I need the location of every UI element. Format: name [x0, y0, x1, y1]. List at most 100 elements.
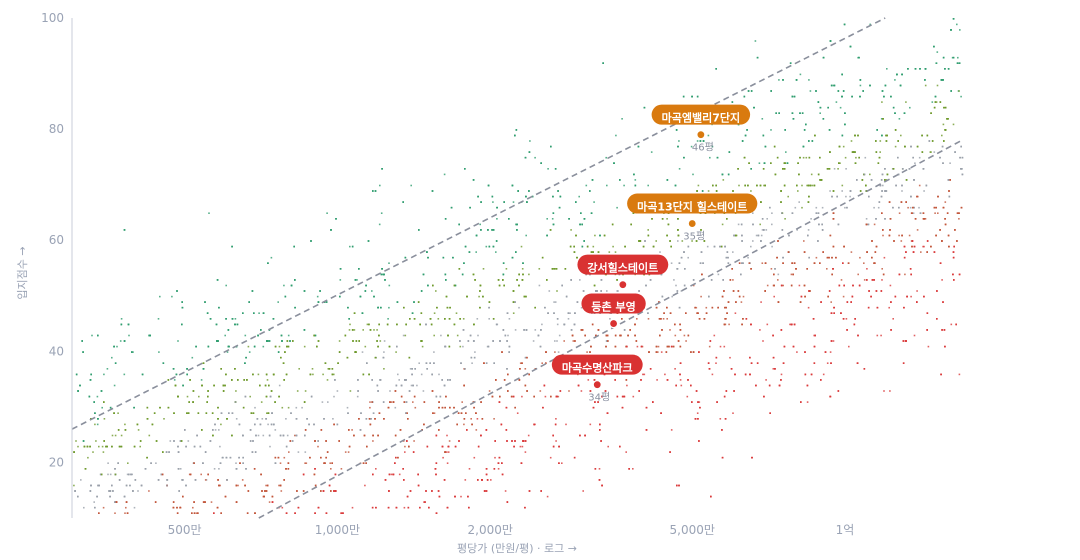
listing-dot [285, 418, 287, 420]
listing-dot [673, 279, 675, 281]
listing-dot [534, 329, 537, 331]
listing-dot [322, 373, 324, 376]
listing-dot [448, 318, 451, 320]
listing-dot [692, 173, 694, 176]
listing-dot [809, 90, 812, 92]
listing-dot [590, 251, 593, 253]
listing-dot [439, 395, 442, 398]
listing-dot [320, 429, 323, 431]
listing-dot [266, 379, 269, 381]
listing-dot [940, 373, 942, 376]
listing-dot [732, 251, 734, 253]
listing-dot [552, 195, 554, 198]
listing-dot [488, 306, 490, 309]
listing-dot [111, 356, 113, 359]
listing-dot [769, 206, 771, 209]
listing-dot [723, 345, 726, 348]
listing-dot [758, 162, 761, 164]
listing-dot [204, 301, 206, 303]
listing-dot [803, 240, 805, 242]
listing-dot [514, 406, 516, 409]
listing-dot [463, 384, 465, 387]
listing-dot [547, 168, 549, 170]
listing-dot [409, 368, 412, 370]
listing-dot [106, 368, 109, 370]
listing-dot [388, 284, 391, 287]
listing-dot [325, 512, 328, 514]
listing-dot [712, 184, 714, 187]
listing-dot [462, 318, 465, 320]
listing-dot [958, 218, 960, 220]
listing-dot [433, 334, 435, 337]
listing-dot [952, 251, 955, 253]
listing-dot [414, 406, 417, 409]
listing-dot [742, 295, 745, 298]
listing-dot [698, 401, 701, 403]
listing-dot [640, 379, 642, 381]
listing-dot [554, 301, 557, 303]
listing-dot [830, 301, 832, 303]
listing-dot [464, 479, 467, 481]
listing-dot [412, 384, 414, 387]
listing-dot [898, 234, 900, 237]
listing-dot [303, 290, 306, 292]
listing-dot [711, 373, 714, 376]
listing-dot [839, 106, 842, 109]
listing-dot [372, 440, 374, 442]
listing-dot [191, 512, 193, 514]
listing-dot [916, 290, 918, 292]
listing-dot [120, 445, 123, 448]
listing-dot [93, 401, 95, 403]
listing-dot [326, 212, 328, 214]
listing-dot [873, 223, 876, 226]
listing-dot [864, 156, 867, 159]
listing-dot [904, 273, 906, 276]
listing-dot [726, 218, 728, 220]
listing-dot [707, 190, 710, 192]
listing-dot [519, 368, 521, 370]
listing-dot [863, 279, 866, 281]
listing-dot [905, 251, 907, 253]
listing-dot [98, 445, 100, 448]
listing-dot [217, 479, 219, 481]
listing-dot [752, 212, 754, 214]
listing-dot [696, 95, 699, 98]
listing-dot [127, 462, 129, 464]
listing-dot [608, 251, 611, 253]
listing-dot [284, 351, 286, 353]
listing-dot [916, 229, 919, 231]
listing-dot [650, 151, 653, 153]
listing-dot [338, 440, 340, 442]
listing-dot [148, 490, 150, 492]
listing-dot [697, 184, 700, 187]
listing-dot [556, 290, 558, 292]
listing-dot [512, 395, 515, 398]
listing-dot [458, 268, 461, 270]
listing-dot [448, 440, 451, 442]
listing-dot [492, 245, 495, 248]
listing-dot [570, 229, 572, 231]
listing-dot [777, 273, 780, 276]
listing-dot [224, 334, 226, 337]
listing-dot [800, 401, 802, 403]
listing-dot [296, 490, 298, 492]
listing-dot [578, 195, 580, 198]
listing-dot [879, 140, 882, 142]
listing-dot [927, 345, 930, 348]
listing-dot [798, 173, 800, 176]
listing-dot [274, 456, 277, 459]
listing-dot [632, 395, 635, 398]
listing-dot [360, 412, 362, 414]
listing-dot [242, 312, 244, 314]
listing-dot [362, 329, 364, 331]
listing-dot [797, 162, 799, 164]
listing-dot [555, 418, 557, 420]
listing-dot [378, 323, 380, 326]
listing-dot [217, 406, 219, 409]
listing-dot [266, 340, 268, 342]
listing-dot [901, 234, 903, 237]
listing-dot [177, 340, 179, 342]
listing-dot [424, 501, 426, 503]
listing-dot [231, 412, 234, 414]
listing-dot [711, 306, 714, 309]
